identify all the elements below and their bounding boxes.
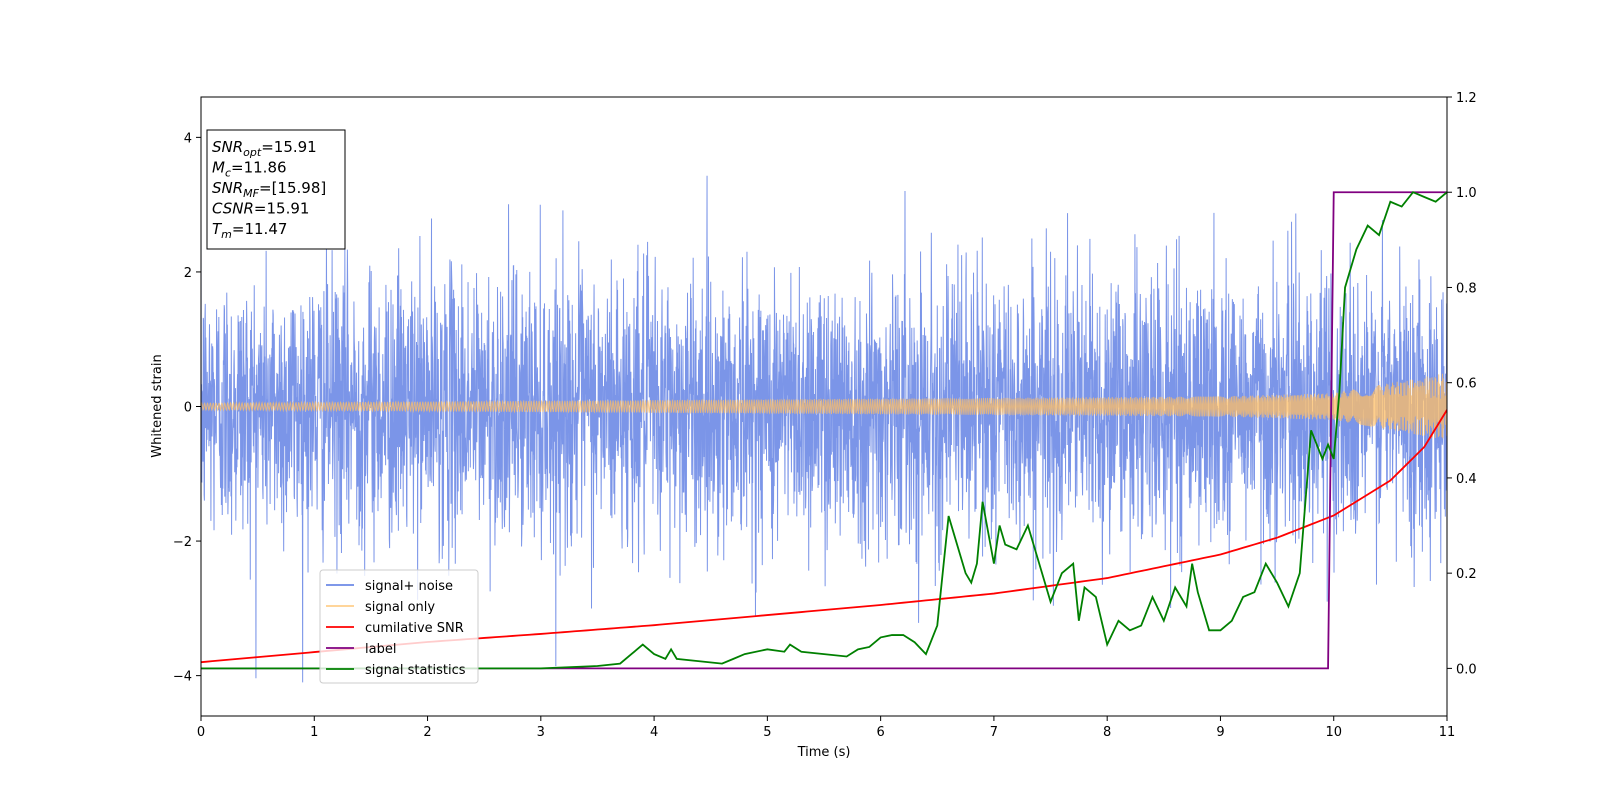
- y-tick-label: 4: [184, 131, 192, 146]
- x-tick-label: 4: [650, 725, 658, 740]
- x-tick-label: 0: [197, 725, 205, 740]
- y2-tick-label: 1.0: [1456, 186, 1477, 201]
- annotation-line: Mc=11.86: [212, 159, 287, 180]
- x-tick-label: 8: [1103, 725, 1111, 740]
- x-tick-label: 7: [990, 725, 998, 740]
- annotation-line: CSNR=15.91: [212, 200, 309, 218]
- y2-tick-label: 0.0: [1456, 662, 1477, 677]
- y-axis-label: Whitened strain: [150, 354, 165, 457]
- legend: signal+ noise signal only cumilative SNR la…: [319, 569, 479, 684]
- y2-tick-label: 1.2: [1456, 91, 1477, 106]
- y-tick-label: 0: [184, 401, 192, 416]
- series-signal-statistics: [201, 191, 1447, 670]
- x-tick-label: 11: [1439, 725, 1456, 740]
- annotation-line: SNRopt=15.91: [212, 138, 317, 159]
- x-tick-label: 3: [537, 725, 545, 740]
- x-axis: 0 1 2 3 4 5 6 7 8 9 10 11: [197, 716, 1455, 740]
- y-tick-label: 2: [184, 266, 192, 281]
- y2-tick-label: 0.8: [1456, 281, 1477, 296]
- y2-tick-label: 0.2: [1456, 567, 1477, 582]
- x-axis-label: Time (s): [797, 745, 851, 760]
- legend-label: signal only: [365, 600, 435, 615]
- legend-label: signal+ noise: [365, 579, 453, 594]
- x-tick-label: 9: [1216, 725, 1224, 740]
- series-signal-only: [201, 373, 1447, 439]
- y-axis-left: −4 −2 0 2 4: [173, 131, 201, 685]
- annotation-line: SNRMF=[15.98]: [212, 179, 326, 200]
- x-tick-label: 1: [310, 725, 318, 740]
- legend-label: label: [365, 642, 396, 657]
- legend-label: cumilative SNR: [365, 621, 464, 636]
- y-tick-label: −2: [173, 535, 192, 550]
- x-tick-label: 6: [876, 725, 884, 740]
- y2-tick-label: 0.6: [1456, 377, 1477, 392]
- x-tick-label: 5: [763, 725, 771, 740]
- y-tick-label: −4: [173, 670, 192, 685]
- annotation-line: Tm=11.47: [212, 220, 287, 241]
- x-tick-label: 2: [423, 725, 431, 740]
- x-tick-label: 10: [1325, 725, 1342, 740]
- y-axis-right: 0.0 0.2 0.4 0.6 0.8 1.0 1.2: [1447, 91, 1477, 677]
- annotation-box: SNRopt=15.91Mc=11.86SNRMF=[15.98]CSNR=15…: [206, 129, 346, 250]
- series-label: [201, 191, 1447, 670]
- y2-tick-label: 0.4: [1456, 472, 1477, 487]
- legend-label: signal statistics: [365, 663, 466, 678]
